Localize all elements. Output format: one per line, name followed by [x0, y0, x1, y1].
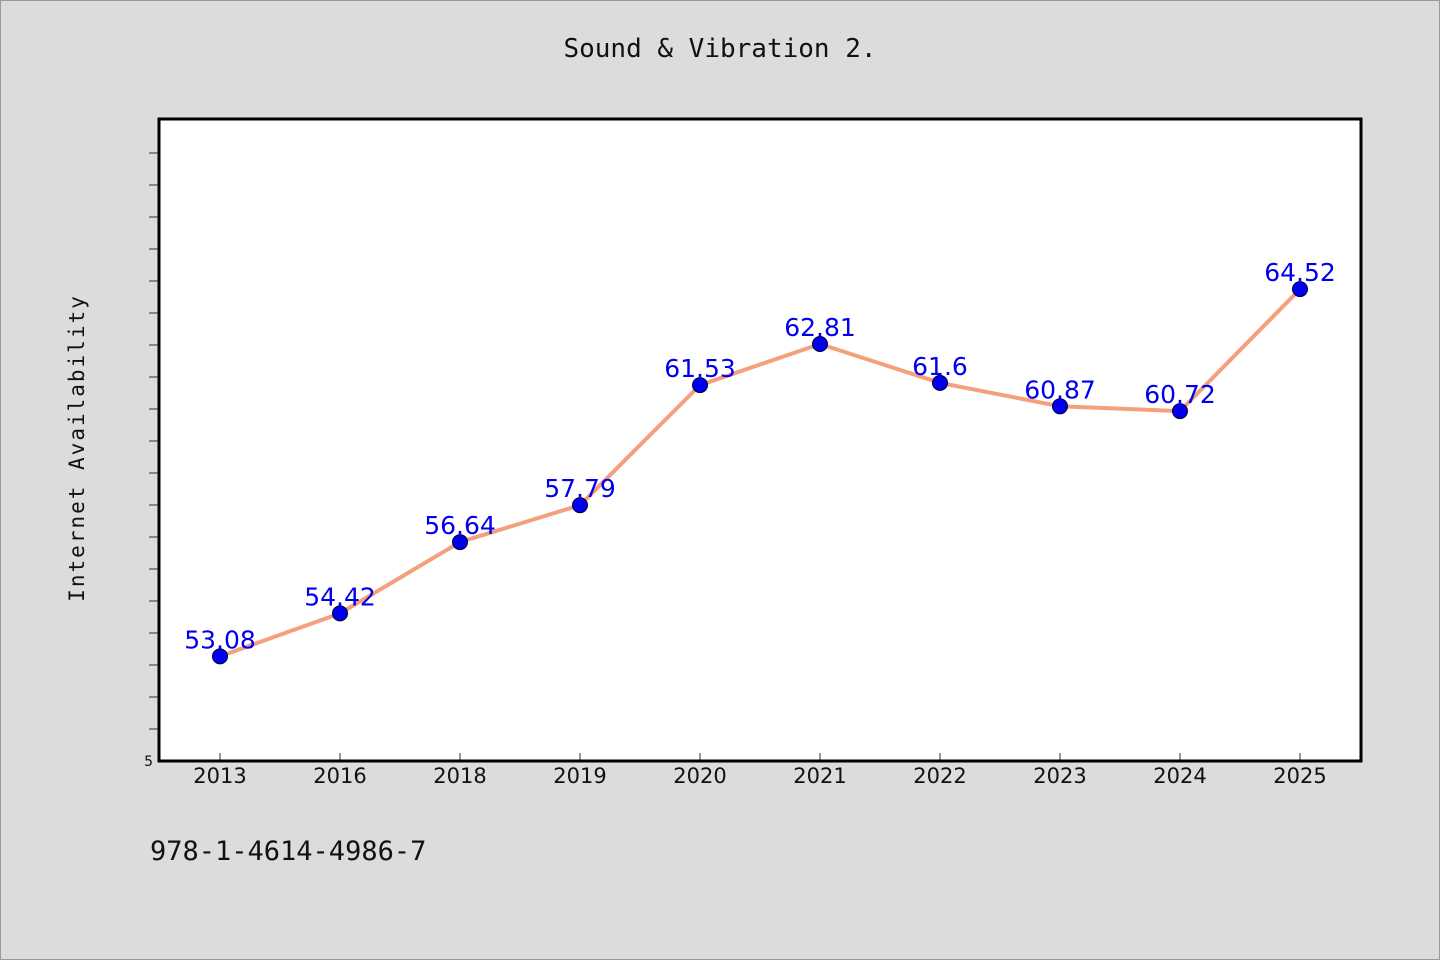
- x-tick-label: 2023: [1033, 764, 1086, 788]
- plot-border: [157, 117, 1363, 763]
- footnote-isbn: 978-1-4614-4986-7: [150, 836, 427, 867]
- data-label: 61.6: [912, 352, 968, 381]
- x-tick-label: 2024: [1153, 764, 1206, 788]
- data-point: [932, 374, 948, 391]
- data-label: 61.53: [664, 354, 736, 383]
- data-label: 53.08: [184, 625, 256, 654]
- x-tick-label: 2013: [193, 764, 246, 788]
- x-tick-label: 2022: [913, 764, 966, 788]
- data-point: [212, 648, 228, 665]
- data-label: 62.81: [784, 313, 856, 342]
- data-point: [452, 534, 468, 551]
- y-axis-ticks: 5: [144, 152, 159, 770]
- data-point: [1292, 281, 1308, 298]
- series-line: [219, 287, 1302, 659]
- x-tick-label: 2025: [1273, 764, 1326, 788]
- data-label: 60.87: [1024, 375, 1096, 404]
- chart-title: Sound & Vibration 2.: [563, 34, 877, 64]
- x-tick-label: 2020: [673, 764, 726, 788]
- data-label: 54.42: [304, 582, 376, 611]
- x-tick-label: 2018: [433, 764, 486, 788]
- x-axis-ticks: 2013 2016 2018 2019 2020 2021 2022 2023 2024 2025: [193, 753, 1327, 788]
- data-label: 57.79: [544, 474, 616, 503]
- data-point: [692, 377, 708, 394]
- data-label: 56.64: [424, 511, 496, 540]
- data-point: [1052, 398, 1068, 415]
- x-tick-label: 2016: [313, 764, 366, 788]
- data-point: [812, 336, 828, 353]
- data-label: 64.52: [1264, 258, 1336, 287]
- series-layer: [212, 281, 1308, 665]
- x-tick-label: 2019: [553, 764, 606, 788]
- plot-area: [159, 119, 1361, 761]
- data-point: [332, 605, 348, 622]
- y-tick-label: 5: [144, 754, 153, 770]
- data-point: [1172, 403, 1188, 420]
- x-tick-label: 2021: [793, 764, 846, 788]
- data-point: [572, 497, 588, 514]
- data-label: 60.72: [1144, 380, 1216, 409]
- data-labels: 53.08 54.42 56.64 57.79 61.53 62.81 61.6 60.87 6…: [184, 258, 1336, 654]
